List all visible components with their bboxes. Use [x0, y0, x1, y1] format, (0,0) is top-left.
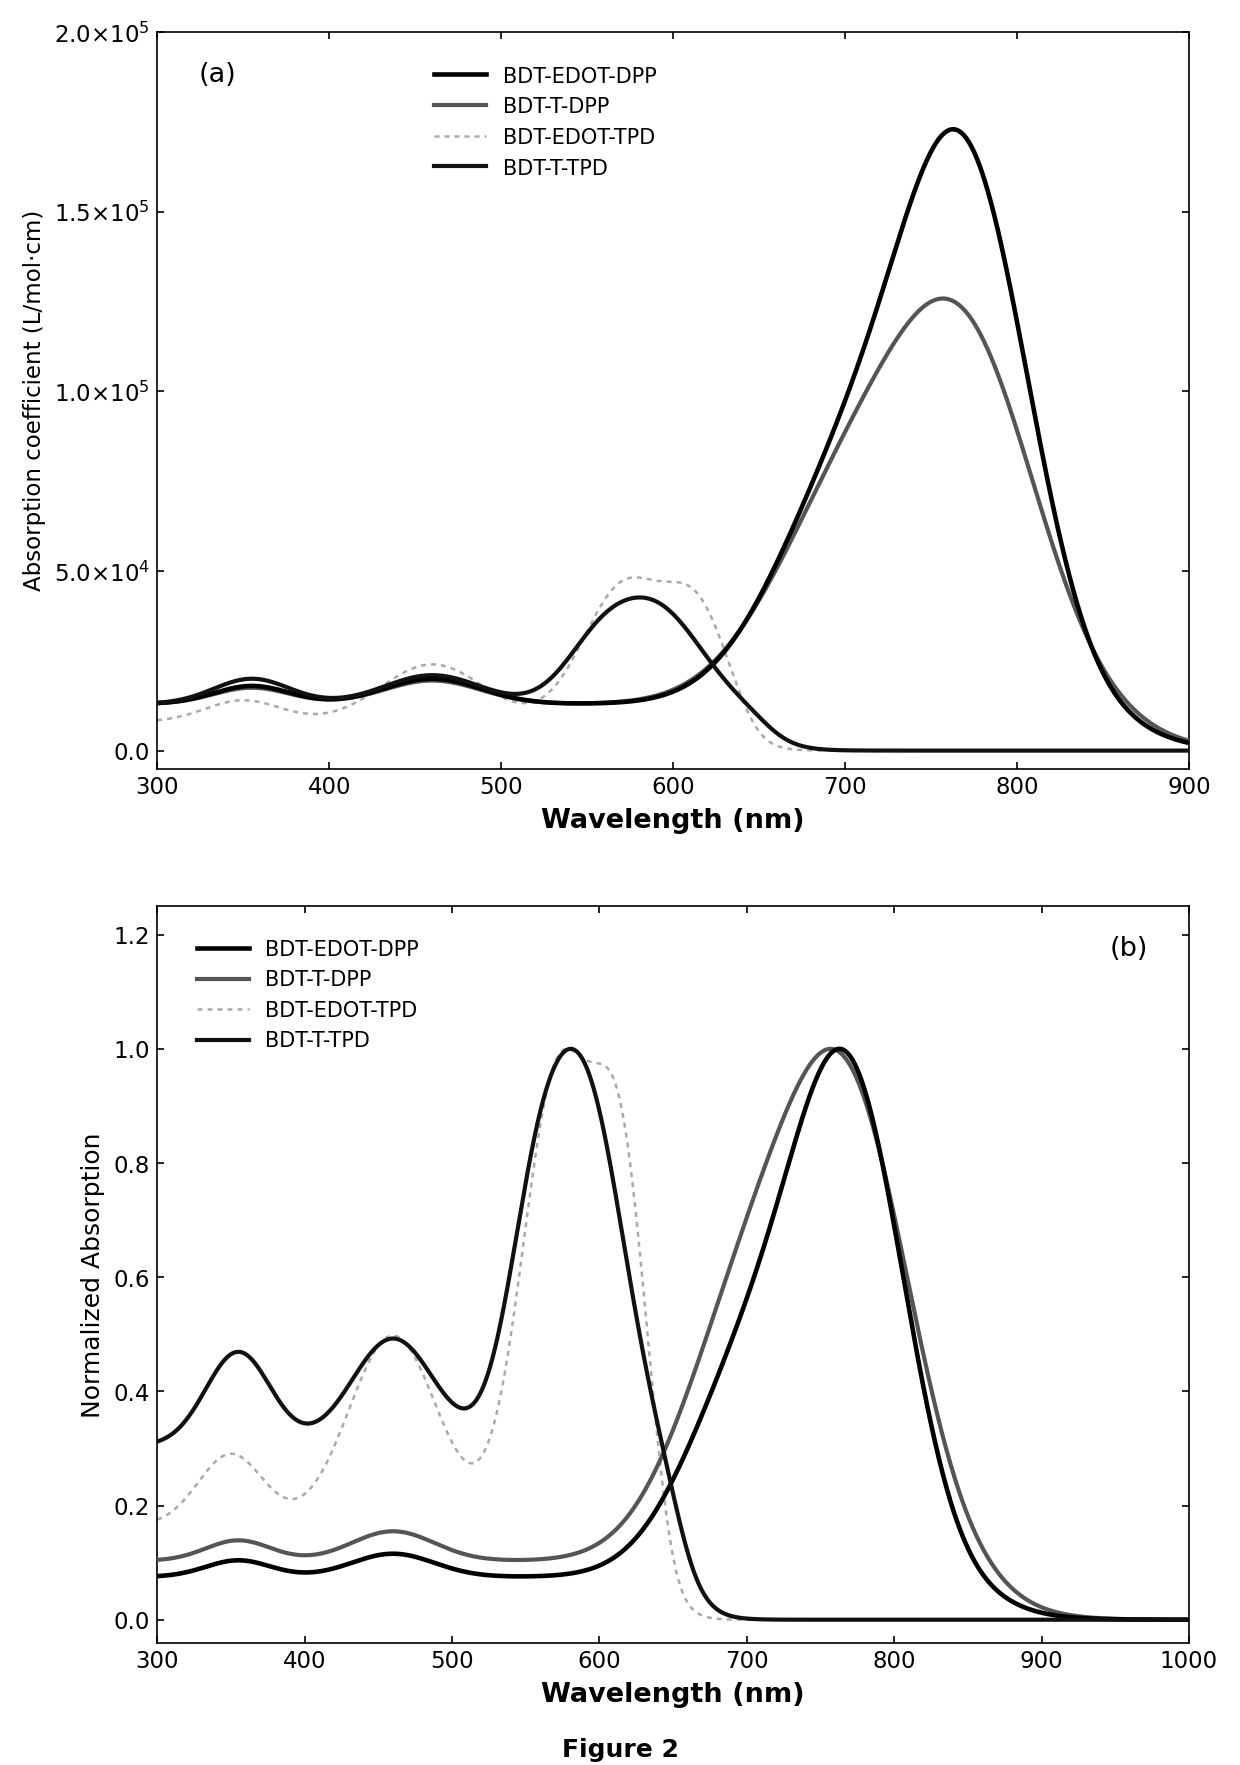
BDT-T-DPP [1180, 1610, 1195, 1631]
BDT-T-DPP [202, 685, 217, 706]
BDT-T-DPP [962, 1511, 977, 1532]
BDT-T-TPD [652, 593, 667, 614]
BDT-EDOT-DPP [150, 1566, 165, 1587]
BDT-EDOT-TPD [150, 710, 165, 731]
Line: BDT-T-TPD: BDT-T-TPD [157, 598, 1188, 750]
BDT-EDOT-DPP [1180, 732, 1195, 754]
BDT-EDOT-DPP [1152, 724, 1167, 745]
BDT-EDOT-TPD [962, 740, 977, 761]
Legend: BDT-EDOT-DPP, BDT-T-DPP, BDT-EDOT-TPD, BDT-T-TPD: BDT-EDOT-DPP, BDT-T-DPP, BDT-EDOT-TPD, B… [188, 932, 428, 1059]
BDT-EDOT-DPP [624, 690, 639, 711]
BDT-EDOT-DPP [624, 1532, 639, 1553]
BDT-EDOT-DPP [202, 683, 217, 704]
Line: BDT-EDOT-TPD: BDT-EDOT-TPD [157, 1048, 1188, 1620]
BDT-T-TPD [624, 588, 639, 609]
BDT-T-DPP [202, 1536, 217, 1557]
BDT-EDOT-DPP [150, 694, 165, 715]
BDT-T-TPD [150, 1431, 165, 1453]
BDT-T-DPP [150, 694, 165, 715]
BDT-EDOT-DPP [651, 1495, 666, 1516]
BDT-T-DPP [1151, 718, 1166, 740]
BDT-EDOT-TPD [1152, 1610, 1167, 1631]
BDT-EDOT-TPD [202, 1456, 217, 1477]
BDT-T-TPD [1180, 1610, 1195, 1631]
Text: (b): (b) [1109, 935, 1147, 962]
Line: BDT-T-DPP: BDT-T-DPP [157, 1048, 1188, 1620]
BDT-EDOT-TPD [1151, 1610, 1166, 1631]
BDT-T-DPP [935, 288, 950, 309]
BDT-T-TPD [563, 1038, 578, 1059]
Text: (a): (a) [198, 62, 236, 88]
BDT-T-TPD [962, 1610, 977, 1631]
BDT-T-TPD [1151, 740, 1166, 761]
Legend: BDT-EDOT-DPP, BDT-T-DPP, BDT-EDOT-TPD, BDT-T-TPD: BDT-EDOT-DPP, BDT-T-DPP, BDT-EDOT-TPD, B… [425, 58, 665, 187]
Line: BDT-EDOT-DPP: BDT-EDOT-DPP [157, 129, 1188, 743]
BDT-T-DPP [962, 307, 977, 328]
BDT-T-TPD [652, 1421, 667, 1442]
BDT-EDOT-TPD [202, 697, 217, 718]
BDT-T-DPP [1152, 718, 1167, 740]
Line: BDT-T-TPD: BDT-T-TPD [157, 1048, 1188, 1620]
BDT-T-DPP [1180, 731, 1195, 752]
BDT-T-DPP [1152, 1610, 1167, 1631]
BDT-EDOT-DPP [962, 134, 977, 155]
X-axis label: Wavelength (nm): Wavelength (nm) [541, 807, 805, 833]
BDT-T-TPD [150, 692, 165, 713]
BDT-EDOT-TPD [1152, 740, 1167, 761]
BDT-EDOT-TPD [652, 1446, 667, 1467]
BDT-T-TPD [1151, 1610, 1166, 1631]
BDT-EDOT-TPD [652, 570, 667, 591]
BDT-T-DPP [651, 1453, 666, 1474]
BDT-T-TPD [1180, 740, 1195, 761]
BDT-EDOT-DPP [1152, 1610, 1167, 1631]
BDT-T-DPP [1151, 1610, 1166, 1631]
Y-axis label: Normalized Absorption: Normalized Absorption [81, 1131, 105, 1417]
BDT-EDOT-DPP [1151, 722, 1166, 743]
BDT-EDOT-TPD [624, 567, 639, 588]
BDT-T-DPP [651, 685, 666, 706]
BDT-EDOT-TPD [1180, 740, 1195, 761]
Text: Figure 2: Figure 2 [562, 1737, 678, 1761]
BDT-T-TPD [202, 680, 217, 701]
BDT-T-DPP [823, 1038, 838, 1059]
BDT-EDOT-TPD [1151, 740, 1166, 761]
BDT-T-DPP [624, 690, 639, 711]
BDT-EDOT-DPP [832, 1038, 847, 1059]
BDT-EDOT-TPD [150, 1509, 165, 1530]
BDT-EDOT-DPP [1180, 1610, 1195, 1631]
BDT-T-TPD [962, 740, 977, 761]
BDT-EDOT-TPD [559, 1038, 574, 1059]
BDT-T-DPP [150, 1550, 165, 1571]
BDT-T-TPD [632, 588, 647, 609]
Line: BDT-EDOT-TPD: BDT-EDOT-TPD [157, 577, 1188, 750]
BDT-EDOT-DPP [651, 687, 666, 708]
Line: BDT-T-DPP: BDT-T-DPP [157, 298, 1188, 741]
BDT-T-TPD [1152, 740, 1167, 761]
BDT-T-TPD [202, 1371, 217, 1393]
BDT-T-DPP [624, 1500, 639, 1521]
Y-axis label: Absorption coefficient (L/mol·cm): Absorption coefficient (L/mol·cm) [22, 210, 46, 591]
BDT-EDOT-TPD [962, 1610, 977, 1631]
BDT-EDOT-TPD [627, 567, 642, 588]
BDT-EDOT-TPD [624, 1168, 639, 1190]
X-axis label: Wavelength (nm): Wavelength (nm) [541, 1682, 805, 1707]
BDT-EDOT-DPP [962, 1543, 977, 1564]
BDT-EDOT-TPD [1180, 1610, 1195, 1631]
Line: BDT-EDOT-DPP: BDT-EDOT-DPP [157, 1048, 1188, 1620]
BDT-EDOT-DPP [202, 1555, 217, 1576]
BDT-EDOT-DPP [1151, 1610, 1166, 1631]
BDT-T-TPD [1152, 1610, 1167, 1631]
BDT-EDOT-DPP [945, 118, 960, 139]
BDT-T-TPD [624, 1281, 639, 1303]
